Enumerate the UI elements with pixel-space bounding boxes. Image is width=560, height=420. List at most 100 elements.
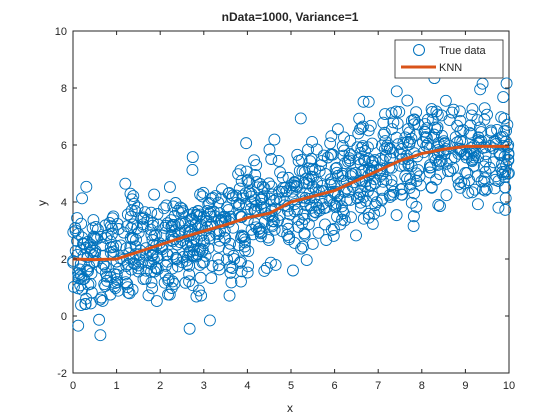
data-point	[327, 198, 340, 211]
y-tick-label: 0	[61, 311, 67, 323]
data-point	[256, 180, 269, 193]
data-point	[145, 276, 158, 289]
data-point	[337, 149, 350, 162]
data-point	[193, 284, 205, 297]
data-point	[95, 230, 108, 243]
data-point	[107, 210, 120, 223]
data-point	[436, 129, 448, 142]
data-point	[124, 241, 137, 254]
data-point	[401, 136, 414, 148]
data-point	[297, 208, 310, 221]
data-point	[377, 128, 390, 141]
data-point	[75, 299, 88, 312]
data-point	[451, 119, 464, 132]
data-point	[354, 146, 367, 159]
data-point	[410, 167, 423, 180]
data-point	[254, 227, 267, 240]
data-point	[337, 207, 350, 220]
data-point	[238, 236, 251, 249]
data-point	[202, 242, 215, 255]
data-point	[333, 193, 346, 206]
data-point	[212, 196, 225, 209]
data-point	[131, 222, 144, 235]
data-point	[250, 176, 263, 189]
data-point	[183, 275, 196, 288]
data-point	[498, 171, 511, 183]
data-point	[95, 291, 108, 304]
x-axis-ticks: 0 1 2 3 4 5 6 7 8 9 10	[70, 31, 515, 392]
data-point	[345, 211, 357, 224]
data-point	[429, 154, 442, 167]
data-point	[403, 126, 416, 139]
data-point	[146, 282, 159, 295]
data-point	[240, 137, 253, 150]
data-point	[410, 200, 423, 213]
data-point	[192, 205, 205, 218]
data-point	[385, 174, 398, 187]
data-point	[186, 151, 199, 164]
data-point	[218, 231, 231, 244]
data-point	[393, 105, 406, 118]
data-point	[85, 267, 98, 280]
data-point	[77, 249, 90, 262]
x-tick-label: 4	[244, 380, 250, 392]
data-point	[407, 220, 420, 232]
data-point	[479, 155, 492, 168]
data-point	[71, 212, 84, 225]
data-point	[495, 111, 508, 124]
data-point	[315, 155, 328, 168]
data-point	[236, 189, 249, 202]
data-point	[338, 214, 351, 227]
data-point	[151, 208, 164, 220]
data-point	[331, 123, 344, 136]
data-point	[405, 196, 418, 209]
data-point	[183, 225, 196, 238]
data-point	[230, 189, 243, 202]
data-point	[194, 271, 207, 284]
data-point	[121, 281, 134, 294]
data-point	[304, 155, 317, 168]
data-point	[76, 192, 89, 205]
data-point	[431, 108, 444, 121]
data-point	[69, 245, 82, 258]
y-tick-label: 2	[61, 254, 67, 266]
data-point	[72, 272, 85, 285]
data-point	[478, 172, 491, 185]
data-point	[380, 173, 393, 186]
data-point	[368, 207, 381, 220]
data-point	[294, 112, 307, 125]
data-point	[321, 151, 334, 164]
data-point	[263, 143, 276, 156]
x-tick-label: 9	[462, 380, 468, 392]
data-point	[119, 177, 132, 190]
data-point	[302, 143, 314, 156]
data-point	[288, 205, 301, 218]
data-point	[357, 212, 370, 225]
data-point	[94, 293, 107, 306]
data-point	[223, 186, 236, 199]
data-point	[127, 190, 140, 202]
data-point	[219, 210, 232, 223]
data-point	[347, 176, 360, 189]
data-point	[483, 161, 496, 174]
data-point	[412, 164, 425, 177]
data-point	[285, 179, 298, 192]
y-tick-label: 6	[61, 140, 67, 152]
data-point	[183, 259, 196, 272]
data-point	[86, 222, 99, 235]
data-point	[268, 223, 281, 236]
data-point	[248, 194, 261, 207]
data-point	[479, 184, 492, 197]
data-point	[272, 155, 285, 167]
data-point	[202, 198, 215, 211]
data-point	[75, 243, 88, 256]
data-point	[245, 190, 258, 203]
data-point	[84, 242, 96, 255]
data-point	[104, 220, 117, 233]
data-point	[374, 204, 387, 217]
data-point	[440, 189, 453, 202]
data-point	[129, 258, 142, 271]
data-point	[451, 172, 464, 185]
x-tick-label: 6	[332, 380, 338, 392]
data-point	[233, 182, 246, 195]
